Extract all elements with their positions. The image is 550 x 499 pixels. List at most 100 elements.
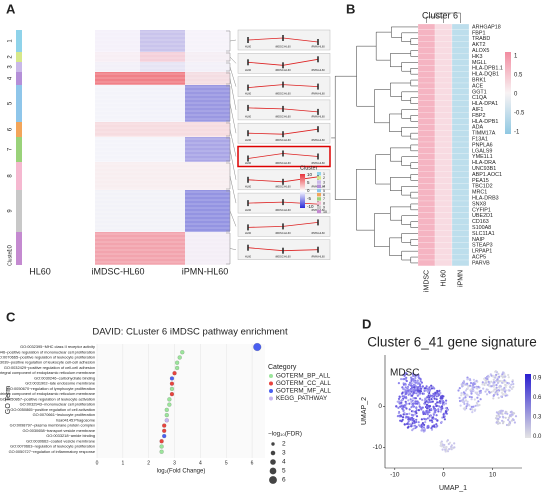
umap-cell — [436, 401, 439, 404]
miniplot-label: HL60 — [245, 115, 252, 119]
umap-cell — [414, 389, 417, 392]
term-label: GO:0031227~intrinsic component of endopl… — [0, 391, 95, 396]
dendrogram — [391, 26, 418, 38]
umap-cell — [425, 418, 428, 421]
size-label: 3 — [282, 450, 286, 457]
umap-cell — [507, 373, 510, 377]
heatmap-cell — [434, 195, 453, 202]
legend-swatch — [317, 209, 321, 214]
legend-label: GOTERM_BP_ALL — [276, 373, 331, 380]
umap-cell — [507, 416, 510, 419]
umap-cell — [497, 396, 500, 399]
umap-cell — [500, 395, 503, 398]
heatmap-cell — [417, 159, 436, 166]
umap-cell — [504, 416, 507, 419]
heatmap-cell — [417, 230, 436, 237]
umap-cell — [476, 391, 479, 394]
term-label: GO:0070665~positive regulation of leukoc… — [0, 355, 95, 360]
gene-label: ABP1.AOC1 — [472, 172, 502, 178]
heatmap-cell — [417, 259, 436, 267]
heatmap-block — [140, 122, 185, 137]
x-tick-label: 0 — [442, 472, 446, 479]
x-tick-label: 0 — [96, 460, 99, 466]
miniplot — [237, 192, 331, 214]
umap-cell — [509, 386, 512, 389]
umap-cell — [434, 418, 437, 421]
heatmap-cell — [434, 35, 453, 42]
umap-cell — [499, 384, 502, 387]
umap-cell — [508, 389, 511, 392]
cluster-number: 8 — [8, 174, 14, 178]
umap-cell — [415, 420, 418, 424]
heatmap-cell — [451, 106, 470, 113]
umap-cell — [439, 401, 442, 405]
umap-cell — [414, 381, 417, 384]
umap-cell — [423, 423, 426, 426]
umap-cell — [436, 389, 439, 393]
dendrogram — [389, 113, 402, 132]
umap-cell — [439, 410, 442, 413]
umap-cell — [497, 420, 500, 423]
umap-cell — [424, 411, 427, 414]
heatmap-cell — [451, 88, 470, 95]
umap-cell — [418, 390, 421, 393]
heatmap-cell — [451, 165, 470, 172]
legend-title: Category — [268, 364, 297, 371]
heatmap-block — [95, 137, 140, 162]
heatmap-block — [95, 85, 140, 122]
dendrogram — [410, 191, 418, 199]
heatmap-cell — [451, 159, 470, 166]
heatmap-cell — [417, 165, 436, 172]
umap-cell — [470, 398, 473, 401]
gene-label: HLA-DRB3 — [472, 195, 499, 201]
colorbar-tick: 0 — [514, 92, 518, 98]
umap-cell — [417, 387, 420, 390]
umap-cell — [492, 374, 495, 377]
heatmap-cell — [434, 100, 453, 107]
umap-cell — [427, 410, 431, 413]
umap-cell — [453, 442, 456, 445]
colorbar — [300, 174, 305, 208]
column-dendrogram — [426, 12, 461, 23]
dot — [172, 371, 177, 376]
dendrogram — [356, 169, 376, 231]
umap-cell — [495, 414, 498, 417]
heatmap-cell — [417, 136, 436, 143]
umap-cell — [490, 380, 493, 383]
heatmap-cell — [417, 212, 436, 219]
umap-cell — [445, 446, 448, 449]
connector — [226, 85, 237, 134]
legend-label: 5 — [323, 189, 325, 193]
umap-cell — [397, 382, 400, 385]
heatmap-cell — [434, 200, 453, 208]
heatmap-block — [185, 62, 230, 72]
colorbar-tick: 0.0 — [533, 434, 542, 440]
dendrogram — [410, 97, 418, 104]
heatmap-cell — [417, 65, 436, 72]
umap-cell — [401, 391, 404, 394]
umap-cell — [419, 380, 422, 383]
umap-cell — [513, 421, 517, 424]
umap-cell — [412, 427, 415, 430]
umap-cell — [404, 382, 407, 385]
miniplot-label: iPMN-HL60 — [311, 231, 325, 235]
heatmap-cell — [434, 29, 453, 36]
umap-cell — [445, 399, 448, 402]
umap-cell — [433, 387, 436, 390]
umap-cell — [495, 386, 498, 389]
dendrogram — [410, 239, 418, 246]
connector — [226, 137, 237, 180]
umap-cell — [512, 418, 515, 422]
miniplot-label: iMDSC-HL60 — [275, 68, 291, 72]
umap-cell — [431, 385, 434, 388]
legend-label: 6 — [323, 193, 325, 197]
umap-cell — [502, 387, 505, 391]
heatmap-cell — [417, 112, 436, 119]
umap-cell — [470, 390, 473, 393]
dendrogram — [410, 144, 418, 152]
legend-label: GOTERM_CC_ALL — [276, 380, 331, 387]
umap-cell — [404, 393, 407, 396]
umap-cell — [430, 428, 434, 431]
size-swatch — [271, 442, 275, 446]
umap-cell — [437, 410, 440, 413]
